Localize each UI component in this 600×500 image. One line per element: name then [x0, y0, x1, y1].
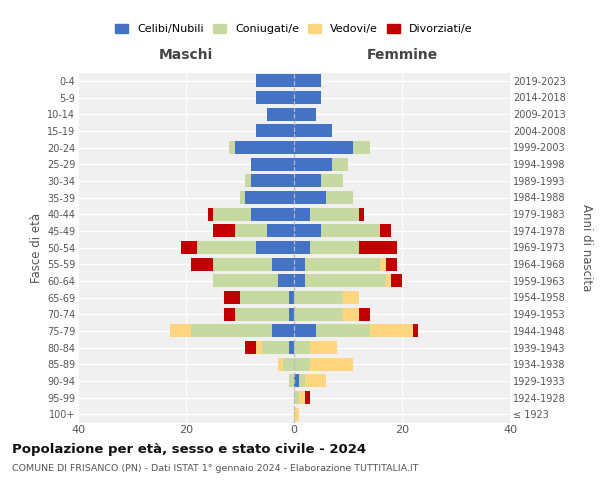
Bar [289, 374, 294, 388]
Bar [289, 308, 294, 320]
Bar [294, 124, 332, 138]
Bar [380, 224, 391, 237]
Bar [213, 274, 278, 287]
Bar [235, 141, 294, 154]
Bar [267, 224, 294, 237]
Bar [294, 241, 310, 254]
Bar [197, 241, 256, 254]
Bar [251, 208, 294, 220]
Bar [299, 374, 305, 388]
Bar [343, 291, 359, 304]
Bar [245, 191, 294, 204]
Bar [316, 324, 370, 338]
Bar [256, 241, 294, 254]
Bar [224, 308, 235, 320]
Bar [359, 308, 370, 320]
Bar [294, 324, 316, 338]
Bar [294, 208, 310, 220]
Bar [191, 324, 272, 338]
Bar [256, 124, 294, 138]
Bar [181, 241, 197, 254]
Bar [294, 308, 343, 320]
Bar [305, 391, 310, 404]
Text: Femmine: Femmine [367, 48, 437, 62]
Bar [289, 291, 294, 304]
Bar [213, 258, 272, 270]
Bar [310, 341, 337, 354]
Bar [343, 308, 359, 320]
Bar [213, 208, 251, 220]
Legend: Celibi/Nubili, Coniugati/e, Vedovi/e, Divorziati/e: Celibi/Nubili, Coniugati/e, Vedovi/e, Di… [115, 24, 473, 34]
Bar [294, 108, 316, 120]
Bar [294, 391, 299, 404]
Bar [310, 358, 353, 370]
Bar [256, 91, 294, 104]
Bar [294, 141, 353, 154]
Bar [213, 224, 235, 237]
Bar [245, 174, 251, 188]
Bar [251, 158, 294, 170]
Bar [235, 308, 289, 320]
Bar [353, 141, 370, 154]
Bar [208, 208, 213, 220]
Bar [359, 241, 397, 254]
Bar [294, 91, 321, 104]
Bar [386, 274, 391, 287]
Bar [294, 341, 310, 354]
Bar [359, 208, 364, 220]
Bar [305, 274, 386, 287]
Bar [262, 341, 289, 354]
Bar [267, 108, 294, 120]
Bar [170, 324, 191, 338]
Bar [229, 141, 235, 154]
Y-axis label: Anni di nascita: Anni di nascita [580, 204, 593, 291]
Bar [251, 174, 294, 188]
Bar [240, 191, 245, 204]
Bar [240, 291, 289, 304]
Bar [283, 358, 294, 370]
Bar [305, 374, 326, 388]
Bar [278, 358, 283, 370]
Bar [278, 274, 294, 287]
Bar [332, 158, 348, 170]
Bar [191, 258, 213, 270]
Text: Maschi: Maschi [159, 48, 213, 62]
Bar [294, 74, 321, 88]
Bar [289, 341, 294, 354]
Y-axis label: Fasce di età: Fasce di età [29, 212, 43, 282]
Bar [321, 224, 380, 237]
Bar [245, 341, 256, 354]
Bar [272, 258, 294, 270]
Bar [370, 324, 413, 338]
Bar [294, 274, 305, 287]
Bar [386, 258, 397, 270]
Bar [380, 258, 386, 270]
Text: COMUNE DI FRISANCO (PN) - Dati ISTAT 1° gennaio 2024 - Elaborazione TUTTITALIA.I: COMUNE DI FRISANCO (PN) - Dati ISTAT 1° … [12, 464, 419, 473]
Bar [326, 191, 353, 204]
Bar [294, 358, 310, 370]
Bar [256, 341, 262, 354]
Bar [299, 391, 305, 404]
Bar [305, 258, 380, 270]
Bar [294, 374, 299, 388]
Bar [224, 291, 240, 304]
Bar [391, 274, 402, 287]
Bar [272, 324, 294, 338]
Bar [310, 241, 359, 254]
Bar [294, 291, 343, 304]
Bar [235, 224, 267, 237]
Bar [294, 174, 321, 188]
Bar [294, 408, 299, 420]
Bar [413, 324, 418, 338]
Bar [294, 224, 321, 237]
Bar [294, 258, 305, 270]
Bar [294, 191, 326, 204]
Bar [294, 158, 332, 170]
Bar [310, 208, 359, 220]
Bar [256, 74, 294, 88]
Text: Popolazione per età, sesso e stato civile - 2024: Popolazione per età, sesso e stato civil… [12, 442, 366, 456]
Bar [321, 174, 343, 188]
